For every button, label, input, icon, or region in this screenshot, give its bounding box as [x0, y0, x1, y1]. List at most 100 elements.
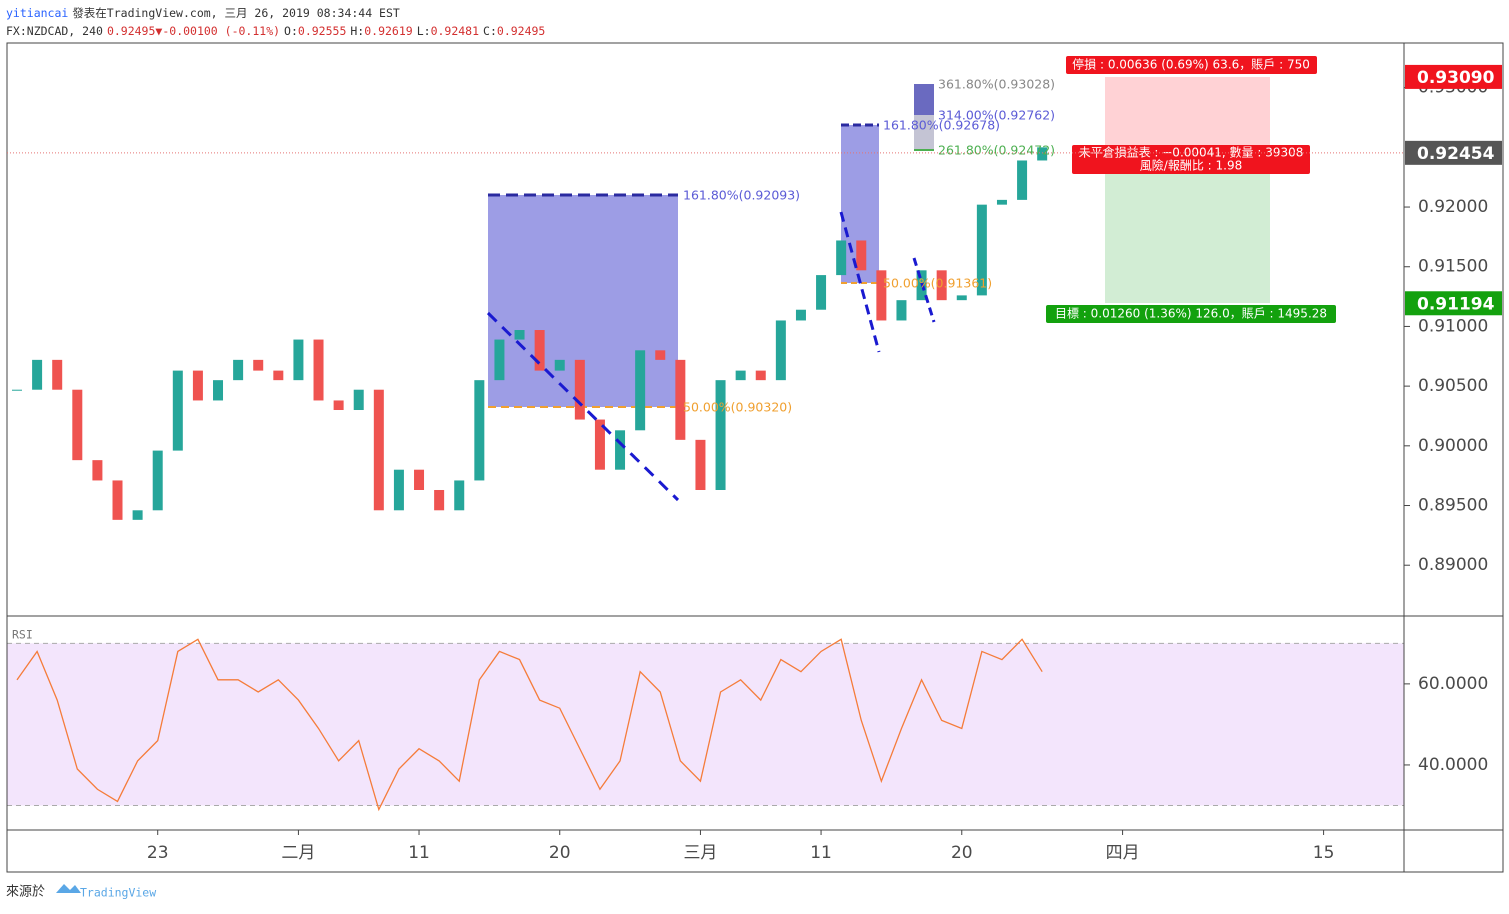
candle: [856, 240, 867, 271]
candle: [72, 389, 83, 461]
candle: [695, 439, 706, 490]
candle: [454, 480, 465, 511]
y-tick-label: 60.0000: [1418, 674, 1488, 694]
fib-label: 50.00%(0.91361): [883, 276, 992, 291]
border: [6, 42, 1504, 873]
candle: [253, 359, 264, 371]
price-tag-label: 0.92454: [1417, 144, 1495, 164]
price-tag-label: 0.91194: [1417, 294, 1495, 314]
candle: [1017, 160, 1028, 200]
candle: [152, 450, 163, 511]
arrow: ▼: [155, 24, 162, 38]
trend-line: [486, 311, 680, 502]
stop-text: 停損 : 0.00636 (0.69%) 63.6，賬戶 : 750: [1072, 57, 1310, 72]
fib-box: [914, 84, 934, 115]
symbol: FX:NZDCAD, 240: [6, 24, 103, 38]
trend-line: [839, 211, 881, 353]
l-label: L:: [417, 24, 431, 38]
drawings: [488, 77, 1270, 408]
trend-line: [912, 257, 936, 323]
y-tick-label: 0.91000: [1418, 316, 1488, 336]
x-tick-label: 三月: [683, 843, 717, 863]
drawing-overlays: 161.80%(0.92093) 50.00%(0.90320) 161.80%…: [486, 56, 1336, 502]
author: yitiancai: [6, 6, 68, 20]
high: 0.92619: [364, 24, 413, 38]
change: -0.00100 (-0.11%): [162, 24, 280, 38]
rr-text: 風險/報酬比 : 1.98: [1140, 158, 1242, 173]
candle: [414, 469, 425, 490]
candle: [775, 320, 786, 381]
x-tick-label: 23: [147, 843, 169, 863]
y-tick-label: 40.0000: [1418, 755, 1488, 775]
candle: [594, 419, 605, 470]
candle: [996, 199, 1007, 205]
candle: [956, 295, 967, 301]
rsi-title: RSI: [12, 628, 33, 642]
candle: [675, 359, 686, 440]
fib-label: 361.80%(0.93028): [938, 77, 1055, 92]
candle: [534, 330, 545, 371]
candle: [494, 339, 505, 381]
candle: [755, 370, 766, 381]
source: 來源於: [6, 884, 45, 900]
candle: [434, 489, 445, 511]
rsi-band: [7, 643, 1404, 806]
stop-tag: [1066, 56, 1317, 74]
published: 發表在TradingView.com, 三月 26, 2019 08:34:44…: [72, 6, 400, 20]
candle: [896, 300, 907, 321]
x-tick-label: 20: [549, 843, 571, 863]
close: 0.92495: [497, 24, 545, 38]
candle: [1037, 147, 1048, 161]
candle: [52, 359, 63, 390]
target-tag: [1046, 305, 1336, 323]
x-tick-label: 二月: [281, 843, 315, 863]
brand: TradingView: [80, 886, 156, 900]
price-tag: [1405, 291, 1502, 316]
candle: [795, 309, 806, 321]
rsi-line: [16, 638, 1043, 812]
candle: [816, 275, 827, 310]
candle: [836, 240, 847, 276]
stop-zone: [1105, 77, 1270, 147]
candle: [876, 270, 887, 321]
last: 0.92495: [107, 24, 155, 38]
y-tick-label: 0.90000: [1418, 436, 1488, 456]
candle: [12, 389, 22, 391]
price-tag: [1405, 64, 1502, 89]
candle: [976, 204, 987, 296]
pnl-tag: [1072, 145, 1310, 174]
x-tick-label: 20: [951, 843, 973, 863]
ohlc-line: FX:NZDCAD, 240 0.92495▼-0.00100 (-0.11%) O…: [6, 24, 545, 38]
candle: [715, 380, 726, 490]
candle: [32, 359, 43, 390]
c-label: C:: [483, 24, 497, 38]
candle: [574, 359, 585, 420]
candle: [615, 430, 626, 470]
candle: [655, 350, 666, 360]
candle: [233, 359, 244, 381]
fib-box: [914, 115, 934, 150]
candle: [92, 460, 103, 481]
candle: [313, 339, 324, 401]
h-label: H:: [350, 24, 364, 38]
x-tick-label: 四月: [1106, 843, 1140, 863]
candle: [293, 339, 304, 381]
candle: [554, 359, 565, 371]
x-tick-label: 11: [810, 843, 832, 863]
fib-label: 161.80%(0.92678): [883, 118, 1000, 133]
pnl-text: 未平倉損益表 : −0.00041, 數量 : 39308: [1079, 145, 1304, 160]
open: 0.92555: [298, 24, 346, 38]
o-label: O:: [284, 24, 298, 38]
candle: [213, 380, 224, 401]
candle: [132, 510, 143, 520]
x-tick-label: 11: [408, 843, 430, 863]
y-tick-label: 0.91500: [1418, 257, 1488, 277]
candle: [192, 370, 203, 401]
fib-label: 50.00%(0.90320): [683, 400, 792, 415]
fib-label: 261.80%(0.92472): [938, 143, 1055, 158]
y-tick-label: 0.89000: [1418, 555, 1488, 575]
candle: [514, 330, 525, 340]
fib-label: 314.00%(0.92762): [938, 108, 1055, 123]
low: 0.92481: [431, 24, 480, 38]
